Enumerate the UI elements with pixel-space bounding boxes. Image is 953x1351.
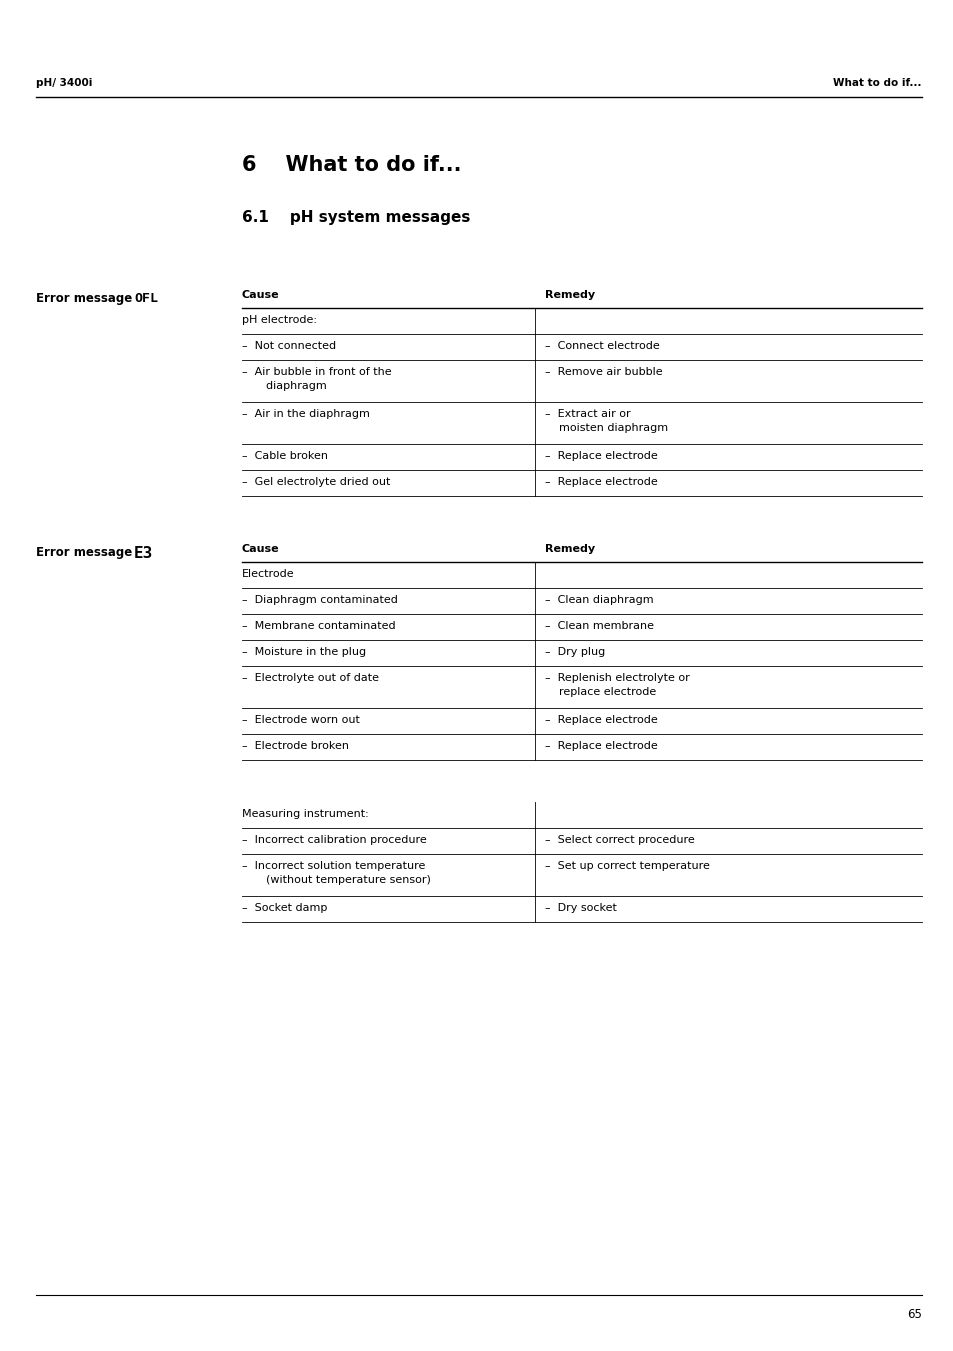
Text: –  Incorrect solution temperature: – Incorrect solution temperature (242, 861, 425, 871)
Text: –  Dry socket: – Dry socket (544, 902, 617, 913)
Text: –  Membrane contaminated: – Membrane contaminated (242, 621, 395, 631)
Text: Measuring instrument:: Measuring instrument: (242, 809, 369, 819)
Text: Electrode: Electrode (242, 569, 294, 580)
Text: (without temperature sensor): (without temperature sensor) (252, 875, 431, 885)
Text: What to do if...: What to do if... (833, 78, 921, 88)
Text: –  Socket damp: – Socket damp (242, 902, 327, 913)
Text: –  Air in the diaphragm: – Air in the diaphragm (242, 409, 370, 419)
Text: pH electrode:: pH electrode: (242, 315, 316, 326)
Text: –  Extract air or: – Extract air or (544, 409, 630, 419)
Text: –  Electrode worn out: – Electrode worn out (242, 715, 359, 725)
Text: replace electrode: replace electrode (544, 688, 656, 697)
Text: –  Connect electrode: – Connect electrode (544, 340, 659, 351)
Text: –  Select correct procedure: – Select correct procedure (544, 835, 694, 844)
Text: 6    What to do if...: 6 What to do if... (242, 155, 461, 176)
Text: –  Clean diaphragm: – Clean diaphragm (544, 594, 653, 605)
Text: –  Electrode broken: – Electrode broken (242, 740, 349, 751)
Text: –  Replace electrode: – Replace electrode (544, 740, 657, 751)
Text: –  Cable broken: – Cable broken (242, 451, 328, 461)
Text: Remedy: Remedy (544, 544, 595, 554)
Text: Cause: Cause (242, 290, 279, 300)
Text: E3: E3 (133, 546, 153, 561)
Text: –  Remove air bubble: – Remove air bubble (544, 367, 662, 377)
Text: Error message: Error message (36, 292, 136, 305)
Text: –  Dry plug: – Dry plug (544, 647, 604, 657)
Text: –  Clean membrane: – Clean membrane (544, 621, 654, 631)
Text: –  Set up correct temperature: – Set up correct temperature (544, 861, 709, 871)
Text: Cause: Cause (242, 544, 279, 554)
Text: OFL: OFL (133, 292, 158, 305)
Text: –  Replace electrode: – Replace electrode (544, 477, 657, 486)
Text: 6.1    pH system messages: 6.1 pH system messages (242, 209, 470, 226)
Text: –  Not connected: – Not connected (242, 340, 335, 351)
Text: –  Replace electrode: – Replace electrode (544, 451, 657, 461)
Text: –  Moisture in the plug: – Moisture in the plug (242, 647, 366, 657)
Text: Error message: Error message (36, 546, 136, 559)
Text: 65: 65 (906, 1308, 921, 1321)
Text: diaphragm: diaphragm (252, 381, 327, 390)
Text: –  Electrolyte out of date: – Electrolyte out of date (242, 673, 378, 684)
Text: –  Replace electrode: – Replace electrode (544, 715, 657, 725)
Text: Remedy: Remedy (544, 290, 595, 300)
Text: –  Incorrect calibration procedure: – Incorrect calibration procedure (242, 835, 426, 844)
Text: moisten diaphragm: moisten diaphragm (544, 423, 667, 434)
Text: –  Diaphragm contaminated: – Diaphragm contaminated (242, 594, 397, 605)
Text: –  Replenish electrolyte or: – Replenish electrolyte or (544, 673, 689, 684)
Text: –  Air bubble in front of the: – Air bubble in front of the (242, 367, 392, 377)
Text: –  Gel electrolyte dried out: – Gel electrolyte dried out (242, 477, 390, 486)
Text: pH/ 3400i: pH/ 3400i (36, 78, 92, 88)
